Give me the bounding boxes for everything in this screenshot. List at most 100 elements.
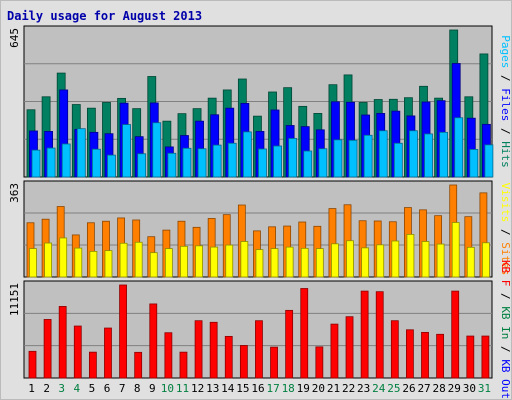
legend-visits-sites: Visits / Sites — [499, 183, 512, 276]
bar-visits-day-11 — [180, 245, 188, 278]
bar-kb-f-day-25 — [390, 320, 399, 379]
bar-kb-f-day-20 — [315, 346, 324, 379]
bar-kb-f-day-8 — [134, 351, 143, 379]
bar-kb-f-day-13 — [209, 321, 218, 379]
bar-visits-day-4 — [74, 247, 83, 278]
bar-pages-day-7 — [122, 124, 131, 178]
bar-visits-day-20 — [315, 248, 324, 278]
y-max-label: 363 — [8, 183, 21, 203]
x-tick-day-13: 13 — [206, 382, 219, 395]
x-tick-day-1: 1 — [28, 382, 35, 395]
legend-separator: / — [499, 121, 512, 141]
bar-kb-f-day-30 — [466, 335, 475, 379]
bar-kb-f-day-21 — [330, 323, 339, 379]
bar-visits-day-1 — [29, 248, 37, 278]
bar-pages-day-4 — [76, 128, 86, 178]
x-tick-day-12: 12 — [191, 382, 204, 395]
legend-separator: / — [499, 68, 512, 88]
bar-kb-f-day-16 — [255, 320, 263, 379]
legend-item-hits: Hits — [499, 141, 512, 168]
bar-pages-day-14 — [227, 142, 237, 178]
x-tick-day-14: 14 — [221, 382, 235, 395]
bar-visits-day-31 — [482, 242, 490, 278]
bar-pages-day-9 — [152, 122, 162, 178]
bar-pages-day-20 — [318, 148, 328, 178]
bar-kb-f-day-19 — [300, 288, 309, 379]
x-tick-day-2: 2 — [43, 382, 50, 395]
bar-visits-day-18 — [285, 246, 294, 278]
bar-visits-day-26 — [406, 234, 415, 278]
x-tick-day-19: 19 — [297, 382, 310, 395]
bar-kb-f-day-23 — [360, 290, 369, 379]
bar-pages-day-25 — [393, 142, 403, 178]
bar-visits-day-19 — [300, 247, 309, 278]
bar-pages-day-2 — [46, 147, 56, 178]
bar-pages-day-30 — [469, 149, 479, 178]
bar-pages-day-22 — [348, 139, 358, 178]
x-tick-day-18: 18 — [282, 382, 295, 395]
bar-visits-day-22 — [346, 240, 354, 278]
bar-visits-day-6 — [104, 250, 113, 278]
bar-pages-day-18 — [288, 138, 298, 178]
bar-pages-day-3 — [61, 143, 71, 178]
bar-kb-f-day-12 — [194, 320, 203, 379]
x-tick-day-4: 4 — [74, 382, 81, 395]
x-tick-day-20: 20 — [312, 382, 325, 395]
x-tick-day-31: 31 — [478, 382, 491, 395]
bar-pages-day-21 — [333, 139, 343, 178]
x-tick-day-30: 30 — [463, 382, 476, 395]
bar-visits-day-16 — [255, 249, 264, 278]
bar-pages-day-5 — [91, 148, 101, 178]
x-tick-day-23: 23 — [357, 382, 370, 395]
legend-pages-files-hits: Pages / Files / Hits — [499, 35, 512, 168]
bar-visits-day-27 — [421, 241, 430, 278]
bar-kb-f-day-31 — [481, 335, 490, 379]
bar-kb-f-day-28 — [436, 333, 445, 379]
bar-pages-day-24 — [378, 130, 388, 178]
bar-visits-day-13 — [210, 246, 219, 278]
x-tick-day-10: 10 — [161, 382, 174, 395]
legend-item-kb-out: KB Out — [499, 359, 512, 399]
bar-visits-day-29 — [451, 222, 460, 278]
bar-pages-day-23 — [363, 134, 373, 178]
bar-pages-day-13 — [212, 144, 222, 178]
legend-separator: / — [499, 339, 512, 359]
bar-pages-day-10 — [167, 152, 177, 178]
bar-visits-day-23 — [361, 247, 370, 278]
bar-pages-day-1 — [31, 149, 41, 178]
x-tick-day-21: 21 — [327, 382, 340, 395]
x-tick-day-11: 11 — [176, 382, 189, 395]
bar-pages-day-8 — [137, 153, 147, 178]
bar-visits-day-25 — [391, 240, 400, 278]
legend-kbytes: KB F / KB In / KB Out — [499, 260, 512, 399]
bar-kb-f-day-22 — [345, 316, 354, 379]
bar-pages-day-16 — [258, 148, 267, 178]
x-tick-day-27: 27 — [417, 382, 430, 395]
bar-visits-day-7 — [119, 242, 128, 278]
bar-pages-day-31 — [484, 144, 494, 178]
bar-visits-day-24 — [376, 244, 385, 278]
bar-kb-f-day-5 — [88, 351, 97, 379]
x-tick-day-15: 15 — [236, 382, 249, 395]
bar-kb-f-day-6 — [104, 327, 112, 379]
bar-visits-day-12 — [195, 245, 203, 278]
legend-item-pages: Pages — [499, 35, 512, 68]
x-tick-day-17: 17 — [266, 382, 279, 395]
legend-separator: / — [499, 222, 512, 242]
bar-kb-f-day-10 — [164, 332, 173, 379]
bar-pages-day-28 — [439, 131, 449, 178]
x-tick-day-3: 3 — [58, 382, 65, 395]
bar-pages-day-27 — [424, 133, 433, 178]
bar-kb-f-day-24 — [375, 291, 384, 379]
bar-visits-day-17 — [270, 248, 279, 278]
x-tick-day-25: 25 — [387, 382, 400, 395]
bar-kb-f-day-14 — [224, 335, 233, 379]
bar-pages-day-12 — [197, 148, 207, 178]
x-tick-day-9: 9 — [149, 382, 156, 395]
y-max-label: 645 — [8, 28, 21, 48]
x-tick-day-16: 16 — [251, 382, 264, 395]
bar-pages-day-19 — [303, 150, 313, 178]
bar-visits-day-28 — [436, 243, 445, 278]
bar-kb-f-day-4 — [73, 325, 82, 379]
